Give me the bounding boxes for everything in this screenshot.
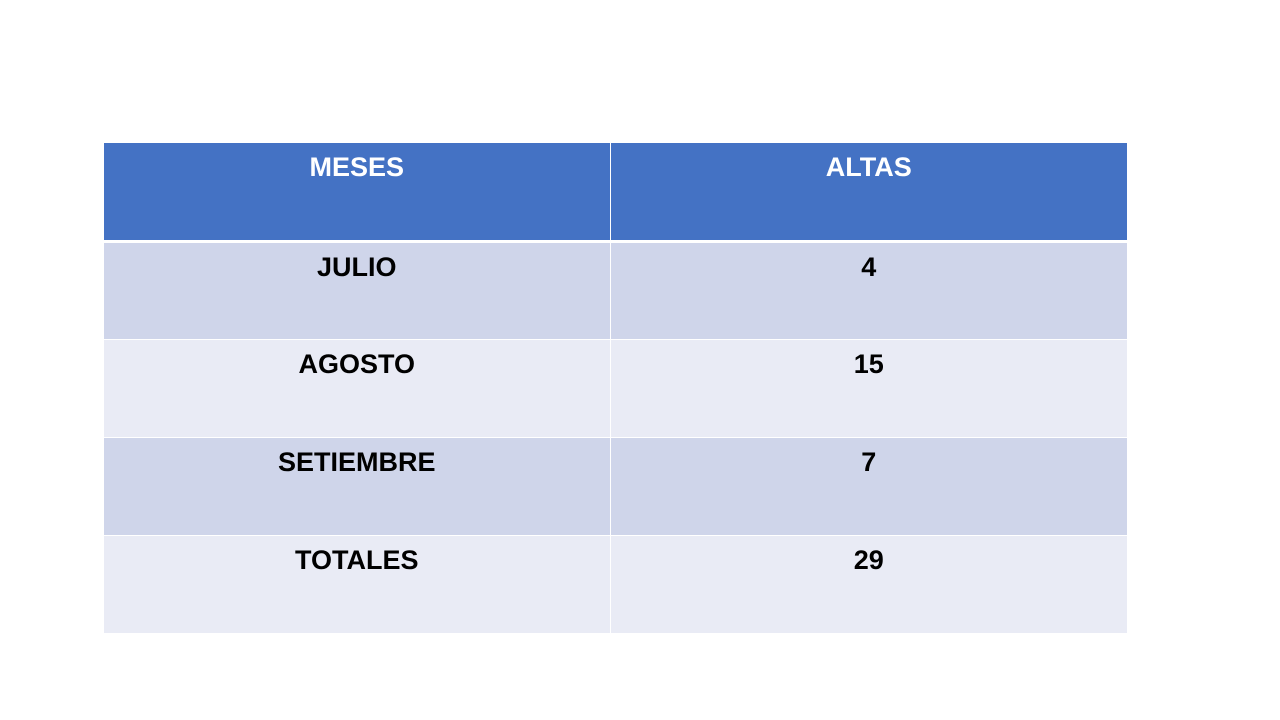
- altas-cell: 7: [609, 436, 1127, 535]
- month-label: SETIEMBRE: [277, 446, 436, 477]
- header-label-altas: ALTAS: [825, 152, 912, 182]
- altas-table: MESES ALTAS JULIO 4 AGOSTO 15 SETIEMBRE …: [104, 143, 1127, 633]
- table-row: SETIEMBRE 7: [104, 436, 1127, 535]
- altas-value: 4: [861, 251, 877, 282]
- table-row-totals: TOTALES 29: [104, 534, 1127, 633]
- month-cell: AGOSTO: [104, 338, 610, 437]
- table-row: AGOSTO 15: [104, 338, 1127, 437]
- header-label-meses: MESES: [309, 152, 405, 182]
- totals-value-cell: 29: [609, 534, 1127, 633]
- table-row: JULIO 4: [104, 240, 1127, 339]
- altas-value: 15: [853, 348, 884, 379]
- header-cell-meses: MESES: [104, 143, 610, 243]
- month-label: JULIO: [316, 251, 397, 282]
- month-cell: JULIO: [104, 240, 610, 339]
- altas-cell: 15: [609, 338, 1127, 437]
- altas-value: 7: [861, 446, 877, 477]
- totals-label-cell: TOTALES: [104, 534, 610, 633]
- totals-value: 29: [853, 544, 884, 575]
- altas-cell: 4: [609, 240, 1127, 339]
- header-cell-altas: ALTAS: [609, 143, 1127, 243]
- month-label: AGOSTO: [298, 348, 416, 379]
- month-cell: SETIEMBRE: [104, 436, 610, 535]
- totals-label: TOTALES: [294, 544, 419, 575]
- table-header-row: MESES ALTAS: [104, 143, 1127, 243]
